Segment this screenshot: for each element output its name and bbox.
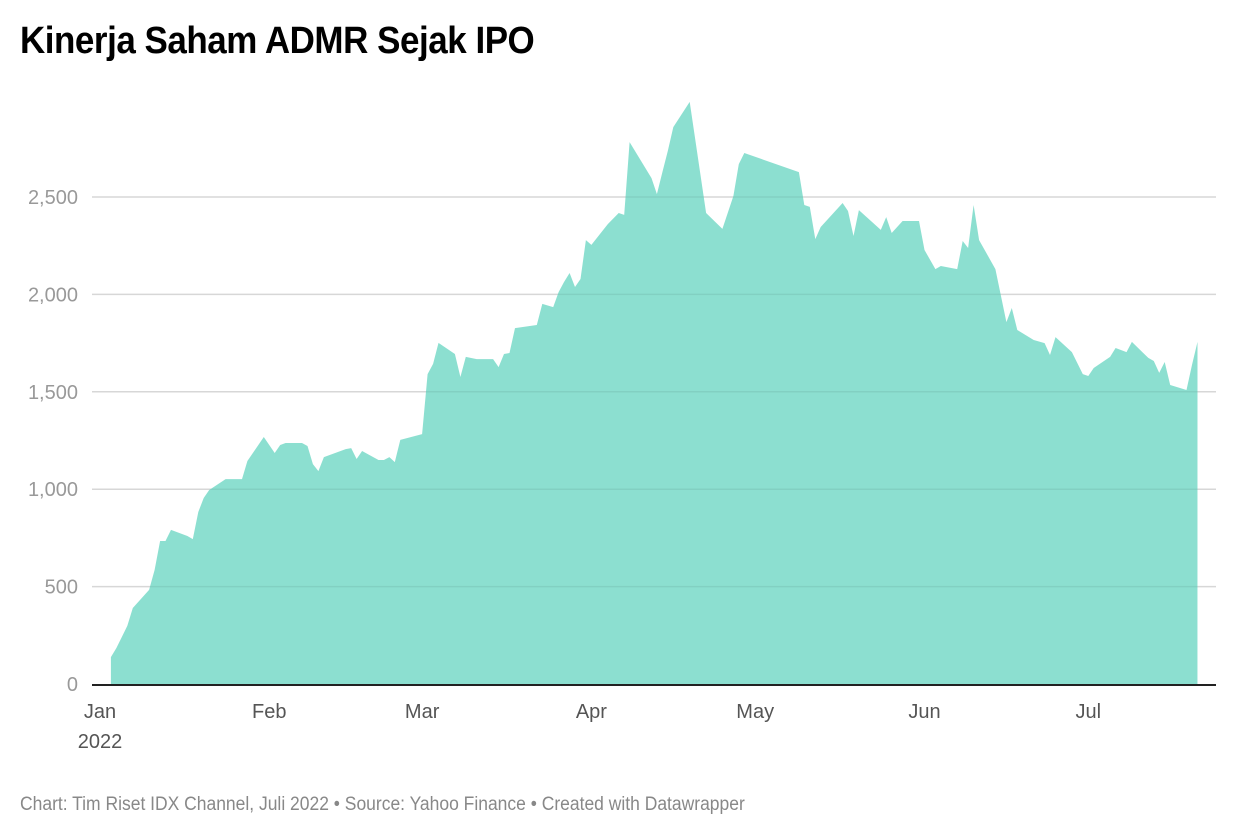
x-tick-sublabel: 2022 xyxy=(78,731,123,753)
chart-source: Source: Yahoo Finance xyxy=(344,794,526,815)
x-tick-label: Jan xyxy=(84,701,116,723)
x-tick-label: Feb xyxy=(252,701,286,723)
separator: • xyxy=(525,794,542,815)
x-tick-label: May xyxy=(736,701,774,723)
y-tick-label: 1,500 xyxy=(28,382,78,404)
x-tick-label: Apr xyxy=(576,701,607,723)
x-tick-label: Jun xyxy=(908,701,940,723)
x-tick-label: Jul xyxy=(1075,701,1101,723)
separator: • xyxy=(328,794,345,815)
y-tick-label: 2,000 xyxy=(28,284,78,306)
area-layer xyxy=(92,101,1216,684)
x-tick-label: Mar xyxy=(405,701,440,723)
chart-credit: Chart: Tim Riset IDX Channel, Juli 2022 xyxy=(20,794,329,815)
price-area xyxy=(110,101,1198,684)
chart-footer: Chart: Tim Riset IDX Channel, Juli 2022 … xyxy=(20,794,745,816)
y-tick-label: 2,500 xyxy=(28,187,78,209)
x-axis-ticks: Jan 2022 Feb Mar Apr May Jun Jul xyxy=(78,701,1101,753)
y-axis-ticks: 0 500 1,000 1,500 2,000 2,500 xyxy=(28,187,78,696)
y-tick-label: 0 xyxy=(67,674,78,696)
created-with: Created with Datawrapper xyxy=(541,794,745,815)
y-tick-label: 1,000 xyxy=(28,479,78,501)
chart-title: Kinerja Saham ADMR Sejak IPO xyxy=(20,20,535,62)
y-tick-label: 500 xyxy=(45,577,78,599)
